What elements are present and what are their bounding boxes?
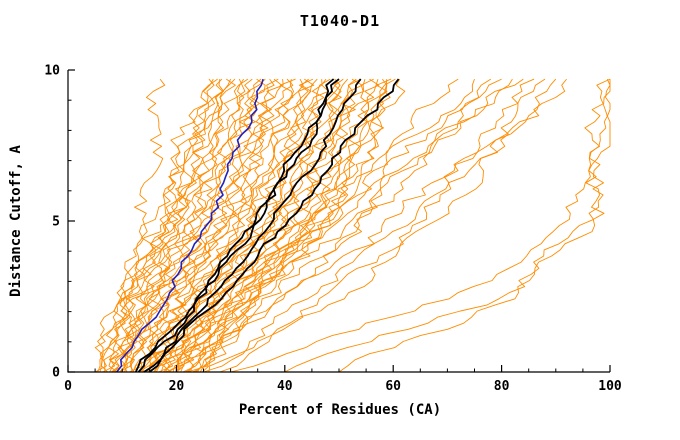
highlighted-models-curve: [134, 78, 335, 373]
server-models-curve: [111, 78, 166, 373]
server-models-curve: [109, 78, 236, 373]
server-models-curve: [219, 78, 567, 373]
server-models-curve: [202, 78, 406, 373]
server-models-curve: [97, 78, 216, 373]
server-models-curve: [203, 78, 546, 373]
y-tick-label: 5: [52, 215, 60, 230]
highlighted-models-curve: [143, 78, 362, 373]
server-models-curve: [148, 78, 315, 373]
server-models-curve: [130, 78, 283, 373]
server-models-curve: [101, 78, 232, 373]
server-models-curve: [138, 78, 294, 373]
server-models-curve: [154, 78, 492, 373]
x-tick-label: 80: [494, 379, 510, 394]
y-tick-label: 10: [44, 64, 60, 79]
y-tick-label: 0: [52, 366, 60, 381]
server-models-curve: [185, 78, 380, 373]
server-models-curve: [112, 78, 246, 373]
x-axis-label: Percent of Residues (CA): [238, 402, 442, 418]
server-models-curve: [148, 78, 475, 373]
server-models-curve: [176, 78, 524, 373]
x-tick-label: 60: [385, 379, 401, 394]
x-tick-label: 20: [169, 379, 185, 394]
server-models-curve: [163, 78, 331, 373]
reference-model-curve: [116, 78, 264, 373]
server-models-curve: [182, 78, 366, 373]
highlighted-models-curve: [148, 78, 400, 373]
server-models-curve: [197, 78, 392, 373]
server-models-curve: [338, 78, 611, 373]
server-models-curve: [121, 78, 266, 373]
x-tick-label: 100: [598, 379, 622, 394]
server-models-curve: [284, 79, 611, 373]
x-tick-label: 40: [277, 379, 293, 394]
server-models-curve: [187, 78, 513, 373]
server-models-curve: [103, 78, 236, 373]
server-models-curve: [123, 78, 262, 373]
server-models-curve: [119, 79, 225, 373]
server-models-curve: [208, 78, 535, 373]
server-models-curve: [94, 78, 215, 373]
server-models-curve: [129, 78, 279, 373]
plot-title: T1040-D1: [299, 12, 381, 30]
server-models-curve: [146, 78, 304, 373]
x-tick-label: 0: [64, 379, 72, 394]
server-models-curve: [199, 78, 396, 373]
server-models-curve: [119, 78, 253, 373]
server-models-curve: [187, 78, 374, 373]
server-models-curve: [165, 78, 502, 373]
server-models-curve: [176, 78, 557, 373]
server-models-curve: [230, 78, 611, 373]
server-models-curve: [102, 78, 224, 373]
